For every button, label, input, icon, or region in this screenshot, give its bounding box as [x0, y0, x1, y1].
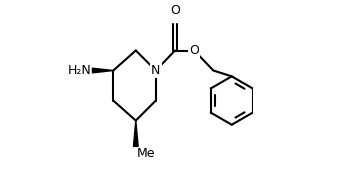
Polygon shape — [92, 68, 113, 73]
Text: Me: Me — [137, 147, 155, 160]
Polygon shape — [134, 121, 138, 146]
Text: O: O — [170, 4, 180, 17]
Text: N: N — [151, 64, 160, 77]
Text: O: O — [189, 44, 199, 57]
Text: H₂N: H₂N — [68, 64, 91, 77]
